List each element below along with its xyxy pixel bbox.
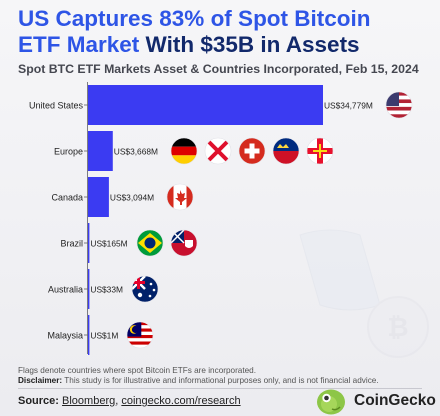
bar-chart: United States US$34,779M Europe US$3,668M Ca… (29, 82, 413, 355)
title-part-1: US Captures 83% of Spot Bitcoin (18, 6, 371, 31)
liechtenstein-flag-icon (272, 137, 300, 165)
bermuda-flag-icon (170, 229, 198, 257)
background-decoration: ₿ (299, 229, 429, 358)
disclaimer-label: Disclaimer: (18, 375, 63, 385)
bar-row: Malaysia US$1M (47, 315, 154, 355)
coingecko-logo-icon (317, 389, 345, 415)
category-label: Australia (48, 285, 83, 295)
jersey-flag-icon (204, 137, 232, 165)
category-label: Brazil (60, 239, 83, 249)
us-flag-icon (385, 91, 413, 119)
value-label: US$34,779M (324, 100, 373, 110)
guernsey-flag-icon (306, 137, 334, 165)
australia-flag-icon (131, 275, 159, 303)
switzerland-flag-icon (238, 137, 266, 165)
germany-flag-icon (170, 137, 198, 165)
value-label: US$1M (90, 330, 118, 340)
title-part-3: With $35B in Assets (145, 32, 360, 57)
value-label: US$33M (90, 284, 123, 294)
source-label: Source: (18, 395, 59, 407)
coingecko-brand[interactable]: CoinGecko (314, 387, 436, 415)
source-separator: , (115, 395, 119, 407)
bar-row: Canada US$3,094M (51, 177, 194, 217)
category-label: United States (29, 101, 84, 111)
source-line: Source: Bloomberg, coingecko.com/researc… (18, 395, 241, 407)
disclaimer: Disclaimer: This study is for illustrati… (18, 376, 428, 386)
bar-row: Australia US$33M (48, 269, 159, 309)
disclaimer-text: This study is for illustrative and infor… (64, 375, 379, 385)
brand-name: CoinGecko (354, 392, 436, 409)
category-label: Europe (54, 147, 83, 157)
bar-row: Europe US$3,668M (54, 131, 334, 171)
brazil-flag-icon (136, 229, 164, 257)
bar (88, 315, 90, 355)
value-label: US$3,668M (114, 146, 158, 156)
bar (88, 269, 90, 309)
bar (88, 223, 90, 263)
footer-divider (18, 388, 422, 389)
source-link-coingecko[interactable]: coingecko.com/research (121, 395, 241, 407)
chart-title: US Captures 83% of Spot Bitcoin ETF Mark… (18, 6, 428, 58)
source-link-bloomberg[interactable]: Bloomberg (62, 395, 116, 407)
canada-flag-icon (166, 183, 194, 211)
chart-subtitle: Spot BTC ETF Markets Asset & Countries I… (18, 62, 419, 76)
bar (88, 131, 113, 171)
value-label: US$165M (90, 238, 127, 248)
flags-note: Flags denote countries where spot Bitcoi… (18, 366, 257, 375)
footnote: Flags denote countries where spot Bitcoi… (18, 366, 428, 386)
bar-row: Brazil US$165M (60, 223, 198, 263)
bar (88, 85, 323, 125)
svg-text:₿: ₿ (387, 312, 408, 342)
bar (88, 177, 109, 217)
malaysia-flag-icon (126, 321, 154, 349)
value-label: US$3,094M (110, 192, 154, 202)
title-part-2: ETF Market (18, 32, 140, 57)
category-label: Malaysia (47, 331, 83, 341)
category-label: Canada (51, 193, 83, 203)
